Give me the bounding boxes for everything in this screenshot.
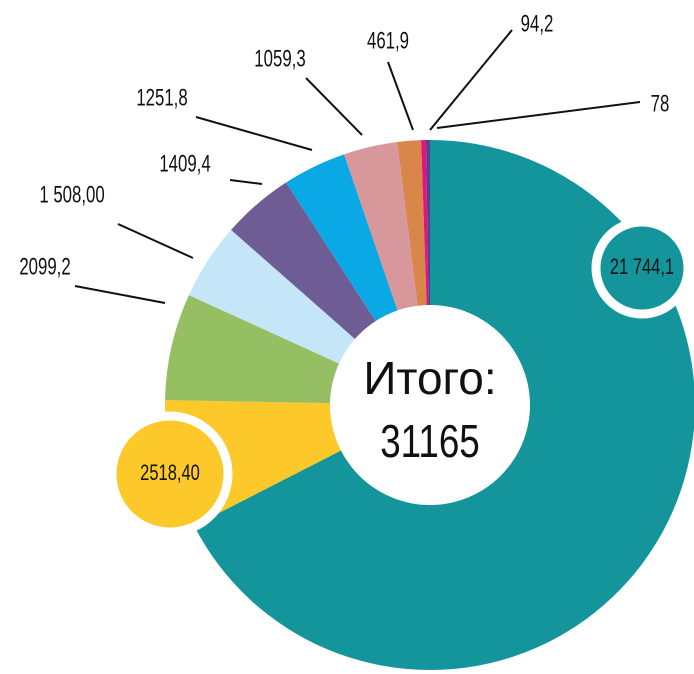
total-label: Итого: [363, 352, 496, 404]
leader-line [117, 223, 194, 259]
value-label: 1251,8 [136, 84, 187, 111]
leader-line [387, 61, 414, 131]
value-label: 78 [651, 90, 670, 117]
leader-line [195, 116, 313, 151]
total-value: 31165 [380, 415, 480, 467]
leader-line [429, 29, 513, 131]
leader-line [74, 285, 166, 304]
value-label: 2099,2 [19, 253, 70, 280]
label-badge [591, 217, 693, 319]
value-label: 2518,40 [140, 461, 200, 486]
label-badge [107, 411, 233, 537]
leader-line [305, 77, 363, 136]
leader-line [229, 179, 263, 185]
donut-hole [330, 305, 530, 505]
value-label: 1059,3 [254, 45, 305, 72]
value-label: 94,2 [521, 10, 554, 37]
value-label: 461,9 [367, 27, 409, 54]
value-label: 1 508,00 [39, 181, 104, 208]
value-label: 1409,4 [159, 150, 210, 177]
leader-line [436, 101, 641, 129]
value-label: 21 744,1 [610, 255, 674, 280]
